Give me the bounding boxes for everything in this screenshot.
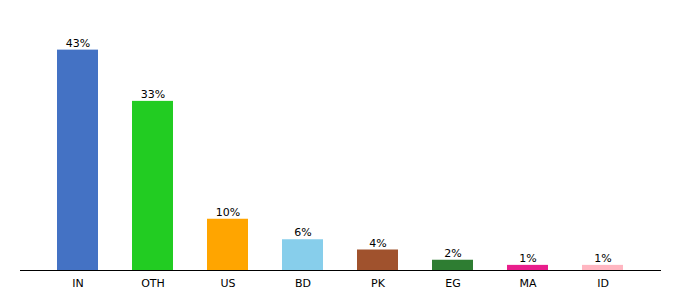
svg-text:EG: EG [445, 277, 460, 290]
svg-text:43%: 43% [66, 37, 90, 50]
svg-text:ID: ID [597, 277, 609, 290]
svg-text:1%: 1% [519, 252, 536, 265]
svg-text:6%: 6% [294, 226, 311, 239]
svg-text:2%: 2% [444, 247, 461, 260]
svg-text:BD: BD [295, 277, 311, 290]
svg-text:1%: 1% [594, 252, 611, 265]
svg-text:MA: MA [519, 277, 536, 290]
svg-text:33%: 33% [141, 88, 165, 101]
svg-text:US: US [220, 277, 235, 290]
svg-text:PK: PK [371, 277, 386, 290]
svg-text:4%: 4% [369, 237, 386, 250]
svg-text:10%: 10% [216, 206, 240, 219]
svg-text:OTH: OTH [141, 277, 165, 290]
svg-text:IN: IN [72, 277, 83, 290]
